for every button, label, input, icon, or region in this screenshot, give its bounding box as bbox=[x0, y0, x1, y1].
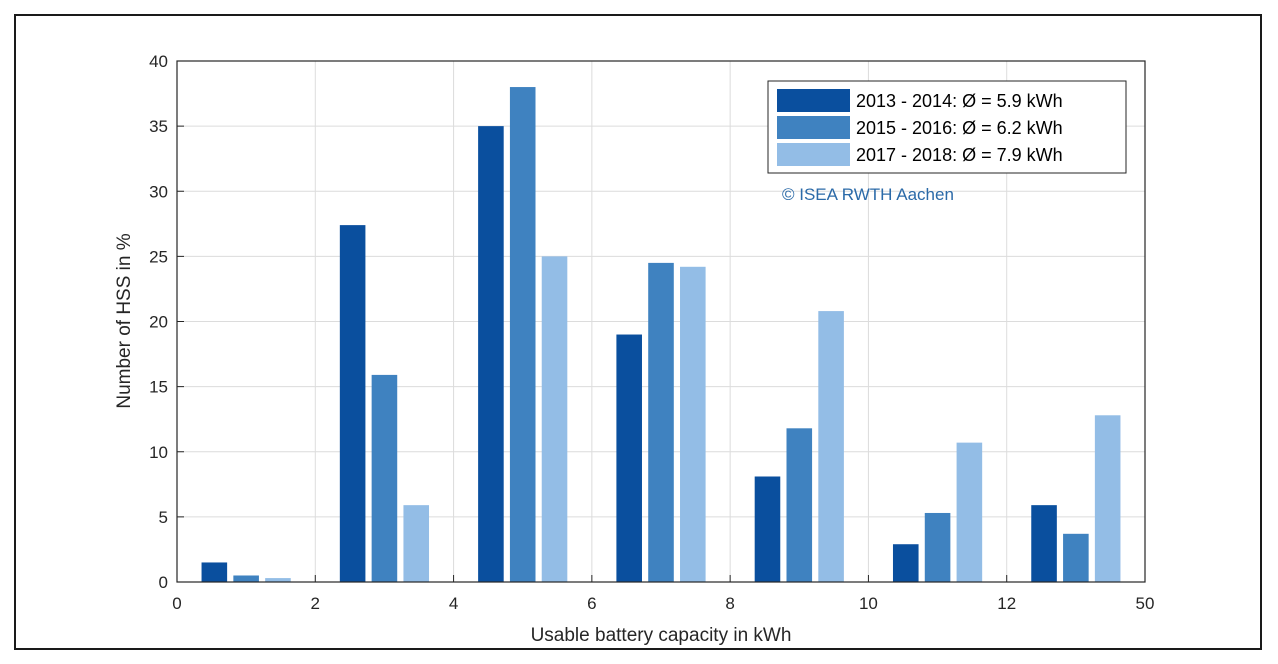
y-tick-labels: 0 5 10 15 20 25 30 35 40 bbox=[149, 52, 168, 592]
x-tick-label: 0 bbox=[172, 594, 181, 613]
x-axis-label: Usable battery capacity in kWh bbox=[531, 625, 792, 646]
x-tick-label: 50 bbox=[1136, 594, 1155, 613]
bar-series2-group4 bbox=[648, 262, 674, 582]
bar-series3-group1 bbox=[265, 578, 291, 582]
bar-series1-group5 bbox=[754, 476, 781, 582]
y-tick-label: 5 bbox=[159, 508, 168, 527]
bar-series1-group2 bbox=[339, 225, 366, 583]
legend-label-3: 2017 - 2018: Ø = 7.9 kWh bbox=[856, 145, 1063, 165]
y-tick-label: 35 bbox=[149, 117, 168, 136]
legend-label-2: 2015 - 2016: Ø = 6.2 kWh bbox=[856, 118, 1063, 138]
legend: 2013 - 2014: Ø = 5.9 kWh 2015 - 2016: Ø =… bbox=[767, 80, 1127, 174]
bar-series1-group3 bbox=[478, 126, 504, 582]
y-tick-label: 20 bbox=[149, 313, 168, 332]
bar-series2-group1 bbox=[233, 575, 259, 582]
y-tick-label: 0 bbox=[159, 573, 168, 592]
legend-label-1: 2013 - 2014: Ø = 5.9 kWh bbox=[856, 91, 1063, 111]
bar-series2-group5 bbox=[786, 428, 813, 582]
x-tick-labels: 0 2 4 6 8 10 12 50 bbox=[172, 594, 1154, 613]
bar-series2-group2 bbox=[371, 374, 398, 582]
x-tick-label: 10 bbox=[859, 594, 878, 613]
watermark-text: © ISEA RWTH Aachen bbox=[782, 185, 954, 204]
bar-series3-group5 bbox=[818, 311, 844, 582]
x-tick-label: 6 bbox=[587, 594, 596, 613]
bar-series2-group7 bbox=[1063, 533, 1089, 582]
bar-series2-group6 bbox=[924, 512, 951, 582]
y-axis-label: Number of HSS in % bbox=[114, 233, 135, 408]
bar-series3-group6 bbox=[956, 442, 983, 582]
bar-series3-group2 bbox=[403, 505, 430, 582]
legend-swatch-1 bbox=[777, 89, 850, 112]
y-tick-label: 10 bbox=[149, 443, 168, 462]
bar-series3-group7 bbox=[1094, 415, 1121, 582]
bar-series1-group7 bbox=[1031, 505, 1057, 582]
x-tick-label: 12 bbox=[997, 594, 1016, 613]
y-tick-label: 40 bbox=[149, 52, 168, 71]
bar-series3-group3 bbox=[541, 256, 568, 582]
bar-series1-group6 bbox=[892, 544, 919, 582]
bar-series2-group3 bbox=[509, 87, 536, 583]
x-tick-label: 4 bbox=[449, 594, 458, 613]
y-tick-label: 25 bbox=[149, 247, 168, 266]
x-tick-label: 2 bbox=[311, 594, 320, 613]
legend-swatch-2 bbox=[777, 116, 850, 139]
bars bbox=[201, 87, 1121, 583]
x-tick-label: 8 bbox=[725, 594, 734, 613]
legend-swatch-3 bbox=[777, 143, 850, 166]
bar-series1-group4 bbox=[616, 334, 642, 582]
y-tick-label: 15 bbox=[149, 378, 168, 397]
axis-ticks bbox=[176, 60, 1146, 583]
bar-series1-group1 bbox=[201, 562, 228, 582]
bar-series3-group4 bbox=[680, 266, 706, 582]
y-tick-label: 30 bbox=[149, 182, 168, 201]
